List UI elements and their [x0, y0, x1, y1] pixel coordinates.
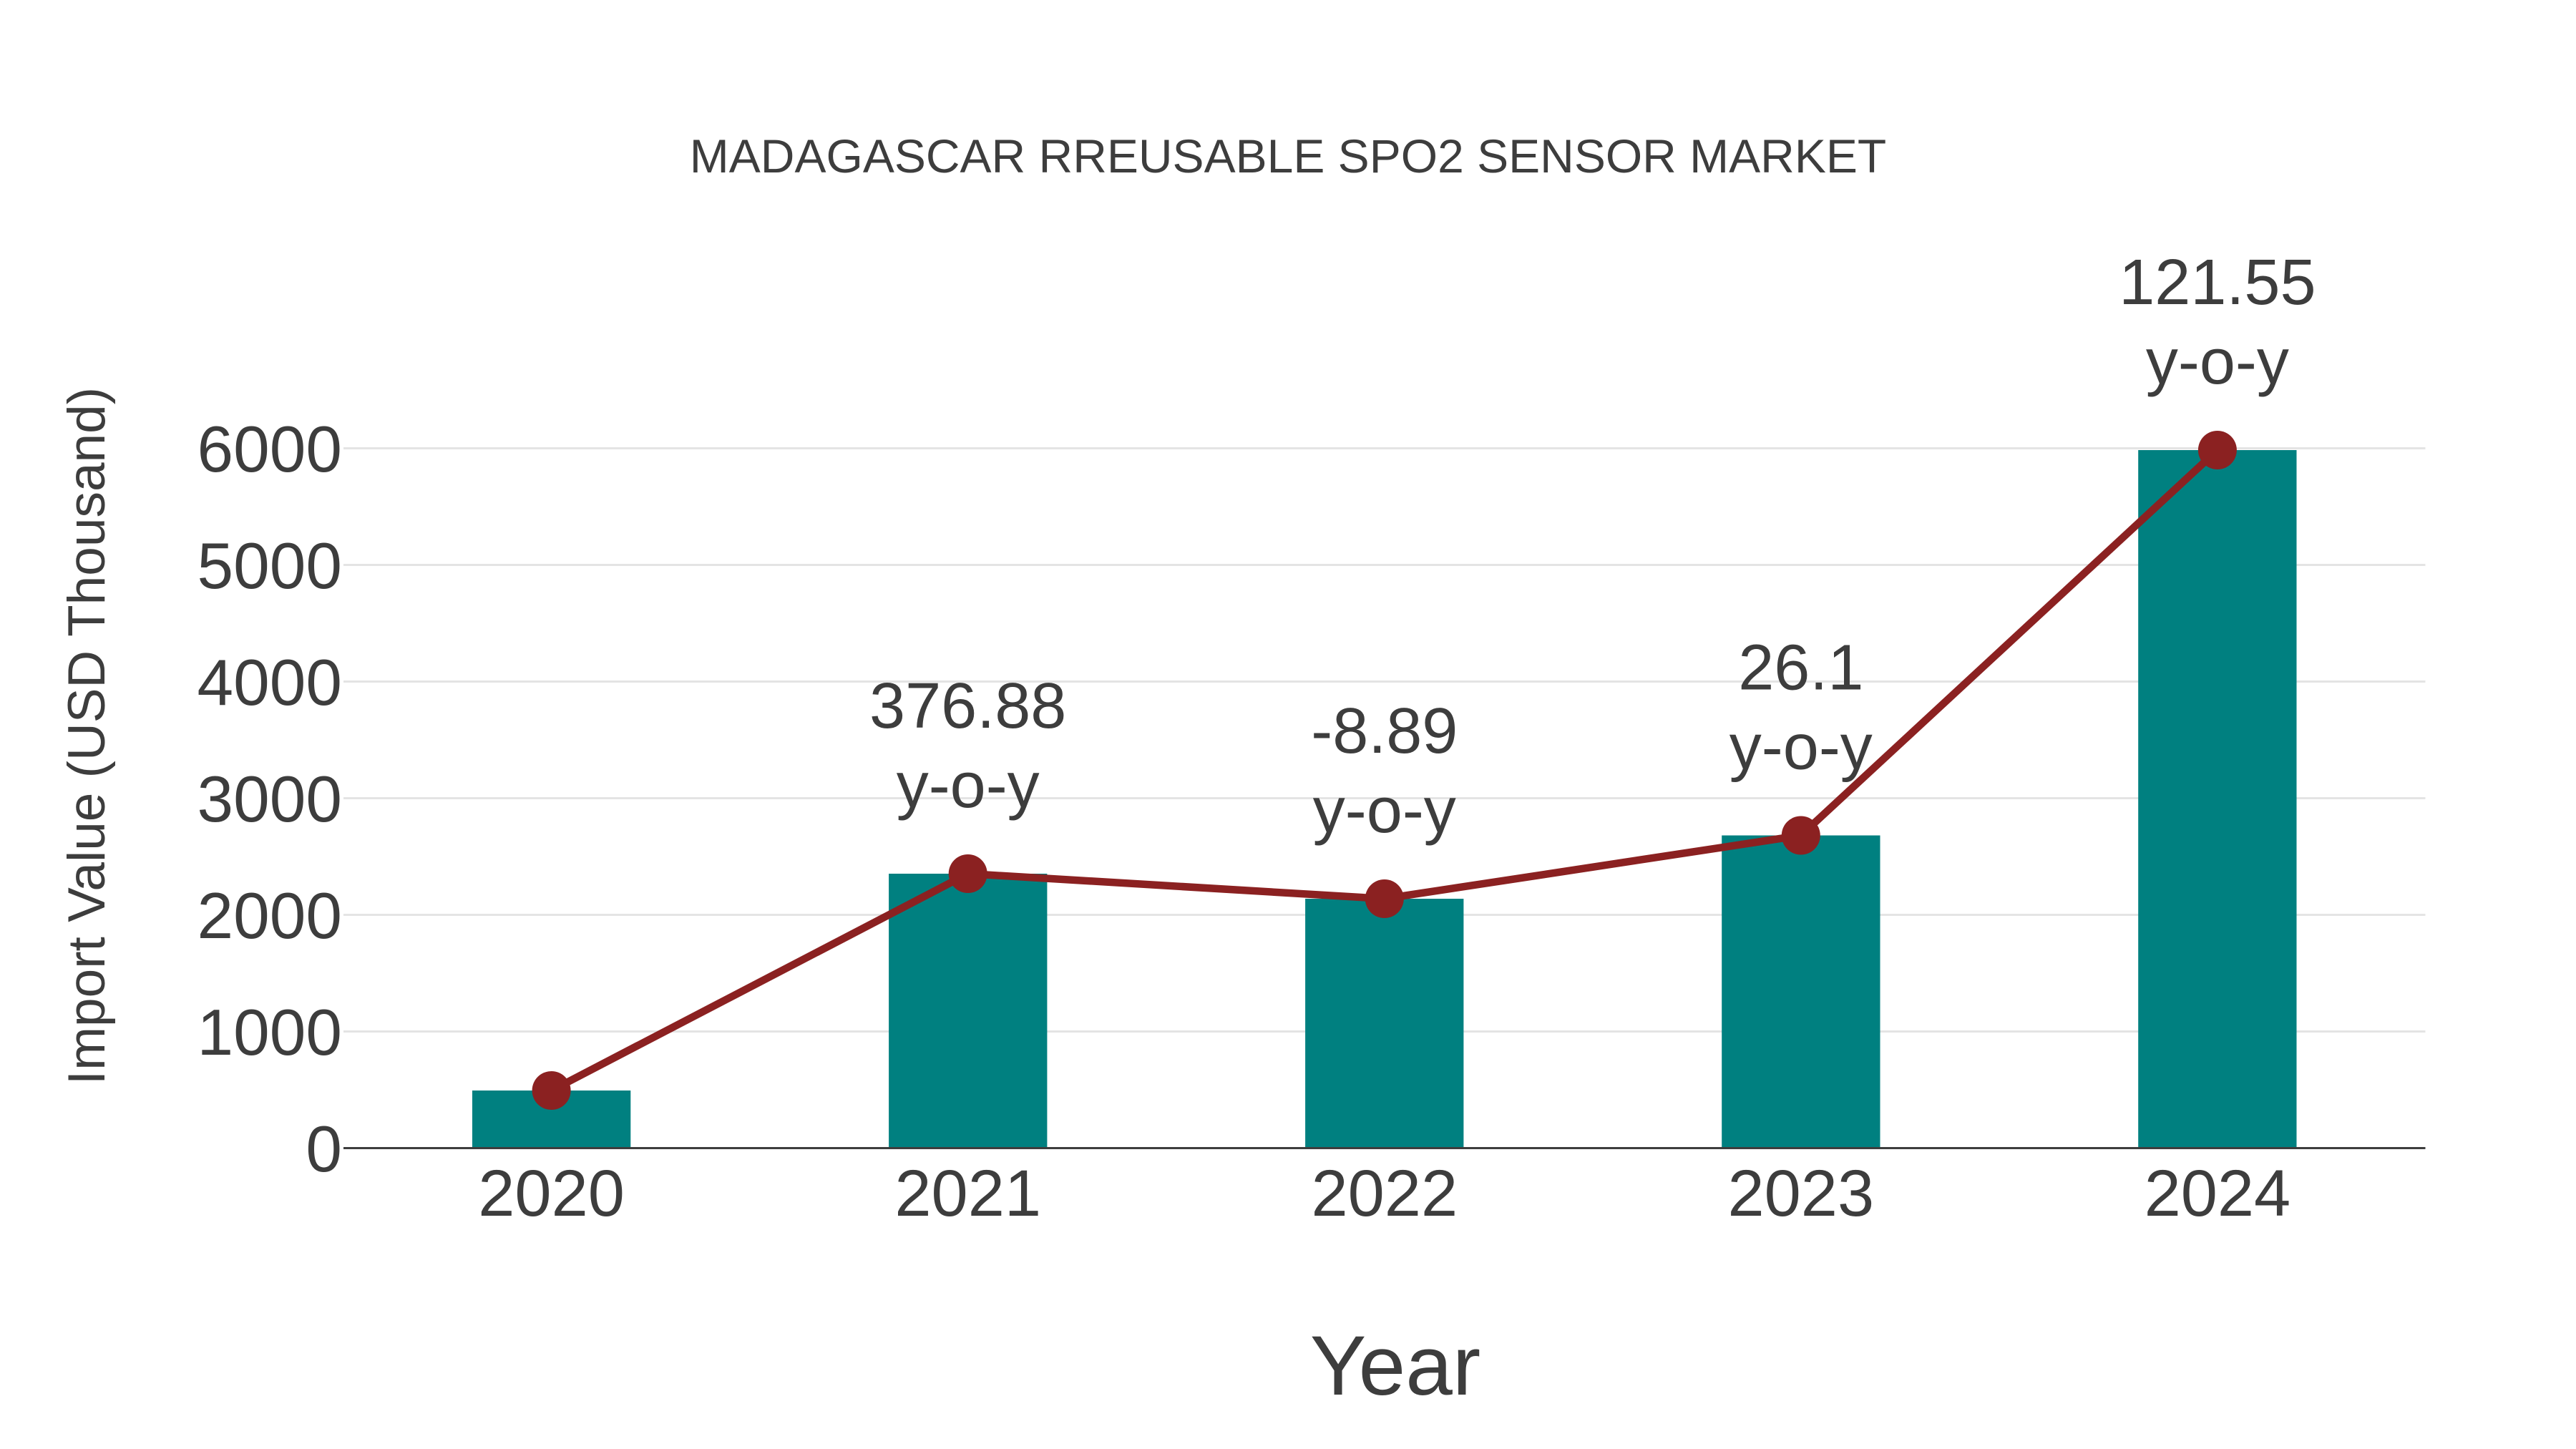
svg-text:-8.89: -8.89 [1311, 696, 1458, 767]
svg-text:4000: 4000 [197, 647, 342, 719]
svg-text:0: 0 [306, 1113, 342, 1186]
svg-text:3000: 3000 [197, 763, 342, 836]
svg-text:376.88: 376.88 [869, 670, 1066, 742]
svg-text:5000: 5000 [197, 530, 342, 602]
svg-text:y-o-y: y-o-y [1313, 775, 1456, 847]
svg-text:2023: 2023 [1727, 1157, 1874, 1230]
svg-text:y-o-y: y-o-y [2146, 326, 2289, 398]
svg-text:Year: Year [1310, 1319, 1480, 1413]
svg-text:121.55: 121.55 [2119, 247, 2316, 318]
svg-text:2020: 2020 [478, 1157, 625, 1230]
svg-text:y-o-y: y-o-y [1729, 712, 1873, 784]
svg-text:MADAGASCAR RREUSABLE SPO2 SENS: MADAGASCAR RREUSABLE SPO2 SENSOR MARKET [690, 130, 1886, 182]
svg-text:26.1: 26.1 [1738, 633, 1863, 704]
svg-text:2022: 2022 [1311, 1157, 1458, 1230]
svg-text:Import Value (USD Thousand): Import Value (USD Thousand) [58, 387, 116, 1085]
svg-text:y-o-y: y-o-y [897, 750, 1040, 821]
svg-text:2024: 2024 [2145, 1157, 2291, 1230]
svg-text:1000: 1000 [197, 997, 342, 1069]
svg-text:2000: 2000 [197, 880, 342, 952]
svg-text:2021: 2021 [894, 1157, 1041, 1230]
svg-text:6000: 6000 [197, 414, 342, 486]
